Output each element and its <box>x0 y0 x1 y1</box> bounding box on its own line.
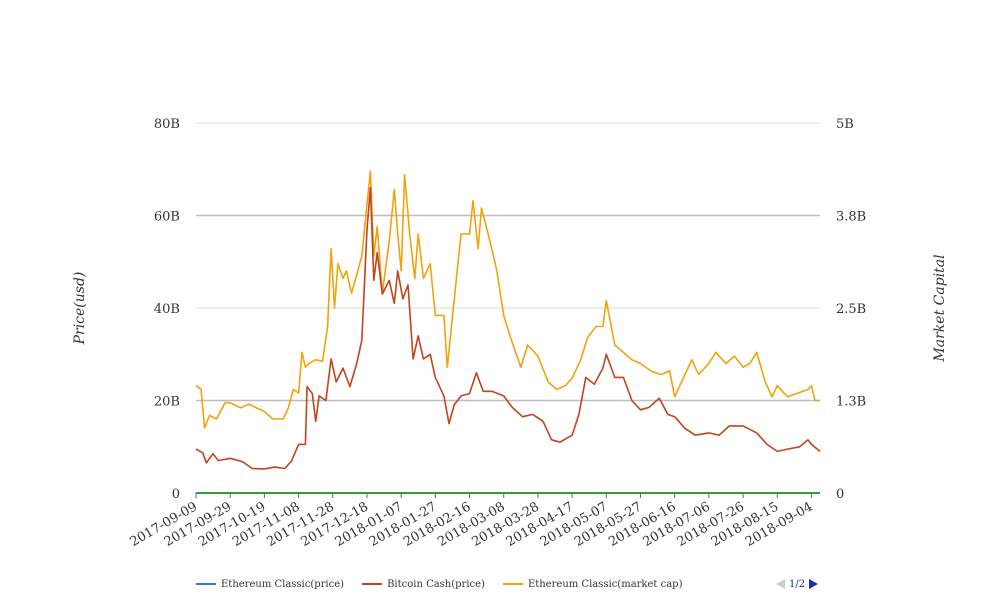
legend: Ethereum Classic(price) Bitcoin Cash(pri… <box>196 576 700 592</box>
series-line-ethereum-classic-market-cap <box>195 170 820 429</box>
x-axis: 2017-09-092017-09-292017-10-192017-11-08… <box>128 493 815 550</box>
pager-next-icon[interactable] <box>809 579 819 589</box>
grid-lines <box>196 122 820 494</box>
y-right-tick-label: 0 <box>836 487 844 502</box>
pager-text: 1/2 <box>789 578 806 590</box>
y-left-tick-label: 80B <box>154 117 180 132</box>
legend-swatch <box>502 583 523 585</box>
y-axis-right: 0 1.3B 2.5B 3.8B 5B <box>836 117 866 502</box>
legend-label: Ethereum Classic(price) <box>221 578 345 590</box>
y-right-tick-label: 5B <box>836 117 854 132</box>
y-left-tick-label: 40B <box>154 302 180 317</box>
legend-swatch <box>196 583 216 585</box>
legend-label: Ethereum Classic(market cap) <box>527 578 683 590</box>
series-lines <box>195 170 821 494</box>
y-left-tick-label: 0 <box>172 487 180 502</box>
legend-swatch <box>362 583 383 585</box>
pager-prev-icon[interactable] <box>776 579 785 589</box>
y-left-tick-label: 20B <box>154 395 180 410</box>
legend-item-etc-market-cap[interactable]: Ethereum Classic(market cap) <box>502 578 683 590</box>
legend-item-bch-price[interactable]: Bitcoin Cash(price) <box>362 579 485 590</box>
y-axis-left: 0 20B 40B 60B 80B <box>154 117 180 502</box>
legend-label: Bitcoin Cash(price) <box>387 578 485 590</box>
series-line-bitcoin-cash-price <box>195 187 821 470</box>
y-axis-right-title: Market Capital <box>932 254 948 362</box>
legend-pager: 1/2 <box>776 576 819 592</box>
y-left-tick-label: 60B <box>154 210 180 225</box>
y-right-tick-label: 1.3B <box>836 395 866 410</box>
y-right-tick-label: 2.5B <box>836 302 866 317</box>
y-axis-left-title: Price(usd) <box>72 272 88 346</box>
y-right-tick-label: 3.8B <box>836 210 866 225</box>
legend-item-etc-price[interactable]: Ethereum Classic(price) <box>196 579 344 590</box>
